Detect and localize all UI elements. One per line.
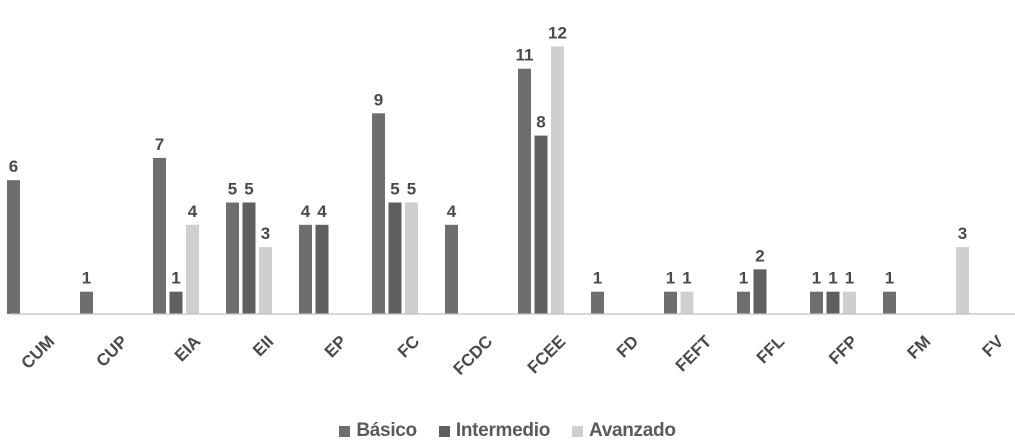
x-tick-label-cum: CUM	[18, 332, 59, 373]
bar-fm-basico	[883, 291, 896, 314]
legend-label-avanzado: Avanzado	[589, 420, 676, 441]
legend-item-intermedio: Intermedio	[438, 420, 550, 442]
x-tick-label-cup: CUP	[92, 332, 131, 371]
bar-ep-intermedio	[315, 224, 329, 314]
x-tick-label-ffp: FFP	[825, 332, 861, 368]
bar-eia-avanzado	[186, 224, 199, 314]
x-tick-label-ep: EP	[321, 332, 350, 361]
data-label-ffl-basico: 1	[739, 269, 748, 288]
data-label-fm-basico: 1	[885, 269, 894, 288]
data-label-feft-basico: 1	[666, 269, 675, 288]
data-label-feft-avanzado: 1	[682, 269, 691, 288]
data-label-fc-avanzado: 5	[407, 180, 416, 199]
legend-swatch-intermedio	[438, 425, 450, 437]
data-label-ffl-intermedio: 2	[755, 246, 764, 265]
bars-layer	[7, 46, 969, 315]
x-tick-labels-layer: CUM CUP EIA EII EP FC FCDC FCEE FD FEFT FFL FFP FM FV	[18, 331, 1008, 378]
bar-ffl-basico	[737, 291, 750, 314]
x-tick-label-ffl: FFL	[753, 332, 788, 367]
data-label-ffp-intermedio: 1	[828, 269, 837, 288]
bar-cum-basico	[7, 180, 20, 314]
data-label-ffp-avanzado: 1	[845, 269, 854, 288]
legend: Básico Intermedio Avanzado	[0, 418, 1015, 444]
data-label-eia-basico: 7	[155, 135, 164, 154]
legend-item-avanzado: Avanzado	[572, 420, 676, 442]
data-label-eia-avanzado: 4	[188, 202, 198, 221]
legend-swatch-basico	[339, 425, 351, 437]
data-label-ep-intermedio: 4	[317, 202, 327, 221]
data-label-fc-intermedio: 5	[390, 180, 399, 199]
data-label-eii-avanzado: 3	[261, 224, 270, 243]
bar-eia-intermedio	[169, 291, 183, 314]
data-label-cup-basico: 1	[82, 269, 91, 288]
data-label-fd-basico: 1	[593, 269, 602, 288]
x-tick-label-fcee: FCEE	[524, 332, 569, 377]
bar-ffp-avanzado	[843, 291, 856, 314]
bar-ffp-intermedio	[826, 291, 840, 314]
data-label-ep-basico: 4	[301, 202, 311, 221]
data-label-eii-intermedio: 5	[244, 180, 253, 199]
x-tick-label-fc: FC	[394, 332, 423, 361]
bar-ep-basico	[299, 224, 312, 314]
bar-fd-basico	[591, 291, 604, 314]
bar-eii-intermedio	[242, 202, 256, 314]
data-label-cum-basico: 6	[9, 157, 18, 176]
bar-fc-basico	[372, 113, 385, 314]
x-tick-label-eia: EIA	[171, 332, 204, 365]
data-label-ffp-basico: 1	[812, 269, 821, 288]
bar-fc-avanzado	[405, 202, 418, 314]
legend-item-basico: Básico	[339, 420, 417, 442]
legend-label-basico: Básico	[356, 420, 417, 441]
legend-label-intermedio: Intermedio	[455, 420, 550, 441]
data-label-fcee-intermedio: 8	[536, 113, 545, 132]
bar-eii-basico	[226, 202, 239, 314]
bar-fcee-avanzado	[551, 46, 564, 315]
data-label-eia-intermedio: 1	[171, 269, 180, 288]
legend-swatch-avanzado	[572, 425, 583, 437]
data-label-fv-avanzado: 3	[958, 224, 967, 243]
x-tick-label-fd: FD	[613, 332, 642, 361]
bar-eii-avanzado	[259, 247, 272, 314]
x-tick-label-fv: FV	[979, 331, 1008, 360]
x-tick-label-fm: FM	[904, 332, 935, 363]
data-label-fc-basico: 9	[374, 90, 383, 109]
bar-ffp-basico	[810, 291, 823, 314]
x-tick-label-fcdc: FCDC	[449, 332, 496, 379]
data-label-fcdc-basico: 4	[447, 202, 457, 221]
bar-eia-basico	[153, 157, 166, 314]
data-label-fcee-avanzado: 12	[548, 23, 567, 42]
bar-ffl-intermedio	[753, 269, 767, 314]
bar-feft-basico	[664, 291, 677, 314]
x-tick-label-eii: EII	[249, 332, 277, 360]
bar-fcee-basico	[518, 68, 531, 314]
bar-fcdc-basico	[445, 224, 458, 314]
data-label-eii-basico: 5	[228, 180, 237, 199]
x-tick-label-feft: FEFT	[672, 331, 716, 375]
bar-fcee-intermedio	[534, 135, 548, 314]
bar-feft-avanzado	[680, 291, 694, 314]
bar-fc-intermedio	[388, 202, 402, 314]
bar-fv-avanzado	[956, 247, 969, 314]
bar-cup-basico	[80, 291, 93, 314]
data-label-fcee-basico: 11	[516, 46, 534, 65]
